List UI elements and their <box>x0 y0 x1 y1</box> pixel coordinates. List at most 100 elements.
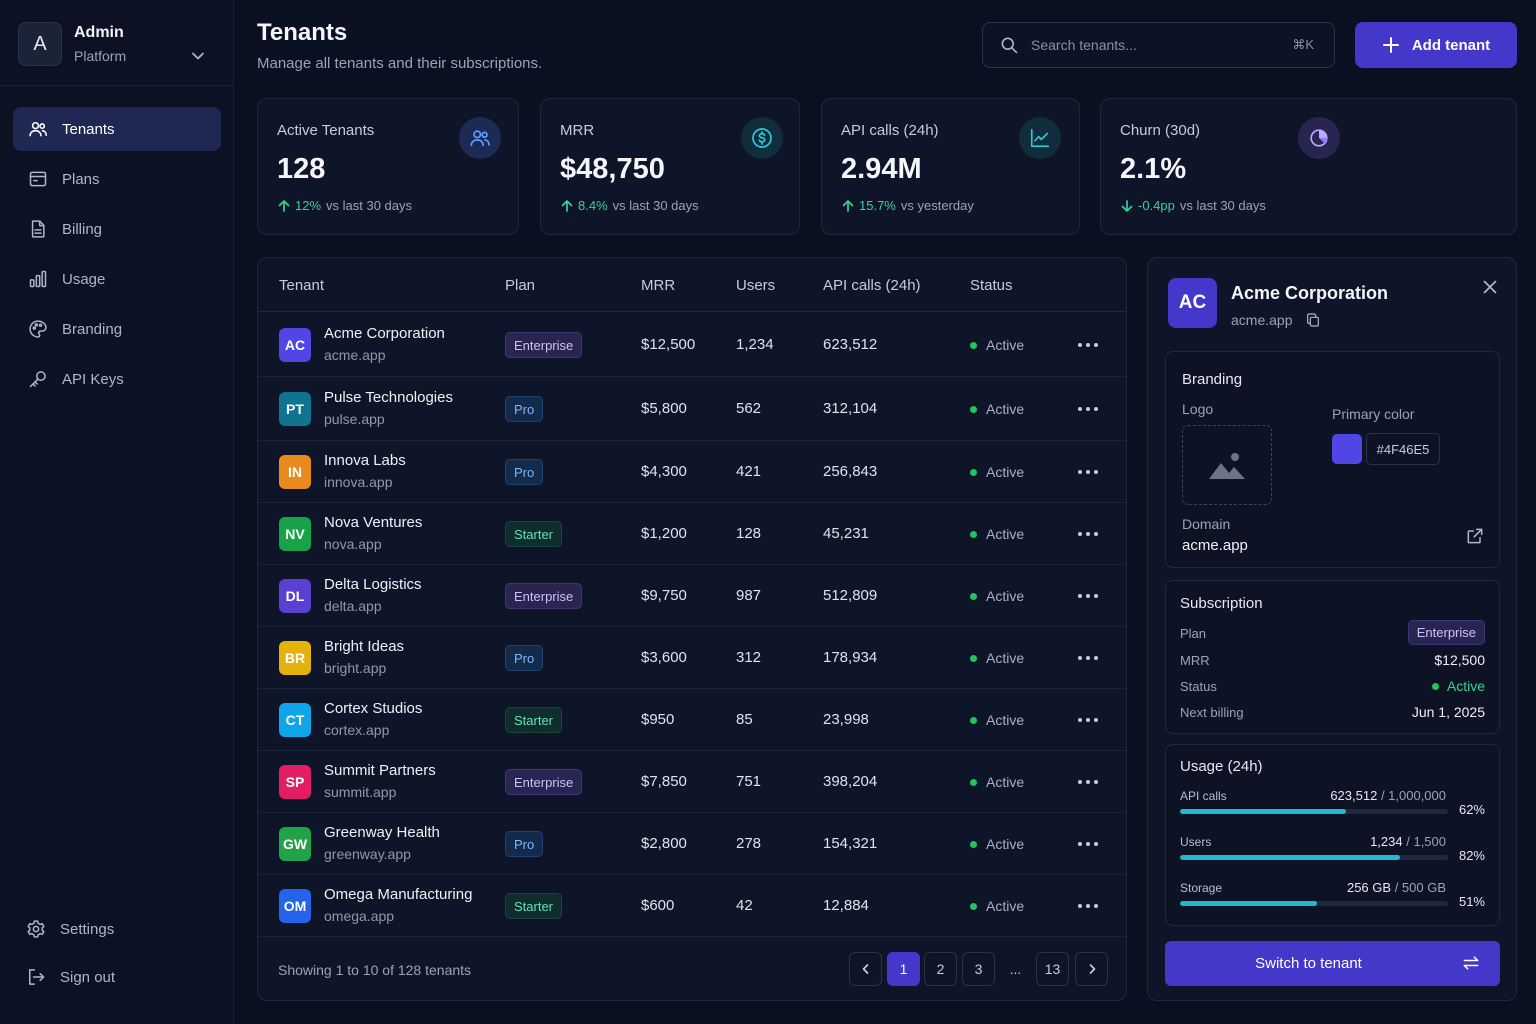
tenant-name[interactable]: Nova Ventures <box>324 514 423 531</box>
stat-value: 2.1% <box>1120 153 1187 185</box>
table-row[interactable]: SP Summit Partners summit.app Enterprise… <box>258 751 1126 813</box>
sidebar-item-billing[interactable]: Billing <box>13 207 221 251</box>
status-text: Active <box>986 898 1025 914</box>
page-button-2[interactable]: 2 <box>924 952 957 986</box>
section-title: Usage (24h) <box>1180 758 1263 775</box>
sidebar-item-branding[interactable]: Branding <box>13 307 221 351</box>
users-cell: 128 <box>736 525 762 542</box>
more-options-icon[interactable] <box>1076 650 1100 666</box>
primary-color-swatch[interactable] <box>1332 434 1362 464</box>
table-header: Tenant Plan MRR Users API calls (24h) St… <box>258 258 1126 312</box>
tenant-name[interactable]: Cortex Studios <box>324 700 423 717</box>
section-title: Branding <box>1182 371 1243 388</box>
tenant-domain: greenway.app <box>324 846 411 862</box>
api-calls-cell: 23,998 <box>823 711 869 728</box>
table-row[interactable]: IN Innova Labs innova.app Pro $4,300 421… <box>258 441 1126 503</box>
tenant-name[interactable]: Bright Ideas <box>324 638 405 655</box>
switch-to-tenant-button[interactable]: Switch to tenant <box>1165 941 1500 986</box>
mrr-cell: $7,850 <box>641 773 687 790</box>
more-options-icon[interactable] <box>1076 337 1100 353</box>
close-icon[interactable] <box>1481 278 1499 296</box>
more-options-icon[interactable] <box>1076 898 1100 914</box>
more-options-icon[interactable] <box>1076 588 1100 604</box>
add-tenant-button[interactable]: Add tenant <box>1355 22 1517 68</box>
plan-badge: Pro <box>505 459 544 485</box>
page-button-13[interactable]: 13 <box>1036 952 1069 986</box>
stat-delta-value: 12% <box>295 198 322 213</box>
external-link-icon[interactable] <box>1465 526 1485 546</box>
mrr-value: $12,500 <box>1434 652 1485 668</box>
workspace-switcher[interactable]: A Admin Platform <box>0 0 234 86</box>
plan-badge: Starter <box>505 893 563 919</box>
next-page-button[interactable] <box>1075 952 1108 986</box>
column-header-plan[interactable]: Plan <box>505 277 536 294</box>
users-cell: 278 <box>736 835 762 852</box>
search-box[interactable]: ⌘K <box>982 22 1335 68</box>
users-icon <box>459 117 501 159</box>
more-options-icon[interactable] <box>1076 836 1100 852</box>
column-header-tenant[interactable]: Tenant <box>279 277 325 294</box>
prev-page-button[interactable] <box>849 952 882 986</box>
table-row[interactable]: OM Omega Manufacturing omega.app Starter… <box>258 875 1126 937</box>
column-header-users[interactable]: Users <box>736 277 776 294</box>
page-button-1[interactable]: 1 <box>887 952 920 986</box>
pagination-summary: Showing 1 to 10 of 128 tenants <box>278 962 472 978</box>
mrr-cell: $950 <box>641 711 675 728</box>
sidebar-item-api-keys[interactable]: API Keys <box>13 357 221 401</box>
stat-comparison: vs last 30 days <box>1179 198 1266 213</box>
tenant-name[interactable]: Omega Manufacturing <box>324 886 473 903</box>
arrow-up-icon <box>841 199 855 213</box>
table-row[interactable]: BR Bright Ideas bright.app Pro $3,600 31… <box>258 627 1126 689</box>
tenant-name[interactable]: Pulse Technologies <box>324 389 453 406</box>
more-options-icon[interactable] <box>1076 526 1100 542</box>
domain-label: Domain <box>1182 516 1231 532</box>
search-icon <box>999 35 1019 55</box>
tenant-name[interactable]: Greenway Health <box>324 824 440 841</box>
more-options-icon[interactable] <box>1076 774 1100 790</box>
tenant-avatar: OM <box>279 889 311 923</box>
tenant-name: Acme Corporation <box>1231 283 1389 303</box>
usage-limit: / 1,000,000 <box>1380 788 1446 803</box>
chevron-down-icon[interactable] <box>188 46 208 66</box>
plan-label: Plan <box>1180 626 1207 641</box>
search-input[interactable] <box>1031 37 1271 53</box>
usage-label: Users <box>1180 835 1212 849</box>
tenant-avatar: DL <box>279 579 311 613</box>
plan-value: Enterprise <box>1407 620 1485 645</box>
column-header-mrr[interactable]: MRR <box>641 277 676 294</box>
column-header-status[interactable]: Status <box>970 277 1013 294</box>
tenant-name[interactable]: Acme Corporation <box>324 325 445 342</box>
tenant-name[interactable]: Summit Partners <box>324 762 436 779</box>
table-row[interactable]: AC Acme Corporation acme.app Enterprise … <box>258 312 1126 377</box>
sidebar-item-usage[interactable]: Usage <box>13 257 221 301</box>
mrr-cell: $1,200 <box>641 525 687 542</box>
more-options-icon[interactable] <box>1076 464 1100 480</box>
sidebar-item-tenants[interactable]: Tenants <box>13 107 221 151</box>
more-options-icon[interactable] <box>1076 401 1100 417</box>
table-row[interactable]: CT Cortex Studios cortex.app Starter $95… <box>258 689 1126 751</box>
sidebar-item-plans[interactable]: Plans <box>13 157 221 201</box>
tenant-name[interactable]: Innova Labs <box>324 452 406 469</box>
tenant-name[interactable]: Delta Logistics <box>324 576 422 593</box>
status-cell: Active <box>970 588 1024 604</box>
users-cell: 751 <box>736 773 762 790</box>
tenant-avatar: GW <box>279 827 311 861</box>
table-row[interactable]: PT Pulse Technologies pulse.app Pro $5,8… <box>258 377 1126 441</box>
table-row[interactable]: NV Nova Ventures nova.app Starter $1,200… <box>258 503 1126 565</box>
primary-color-hex[interactable]: #4F46E5 <box>1366 433 1440 465</box>
next-billing-label: Next billing <box>1180 705 1244 720</box>
sidebar-item-sign-out[interactable]: Sign out <box>13 955 221 999</box>
sidebar-item-settings[interactable]: Settings <box>13 907 221 951</box>
table-row[interactable]: GW Greenway Health greenway.app Pro $2,8… <box>258 813 1126 875</box>
tenant-domain: innova.app <box>324 474 393 490</box>
stat-delta-value: 15.7% <box>859 198 896 213</box>
table-row[interactable]: DL Delta Logistics delta.app Enterprise … <box>258 565 1126 627</box>
stat-delta: -0.4pp vs last 30 days <box>1120 198 1266 213</box>
page-button-3[interactable]: 3 <box>962 952 995 986</box>
api-calls-cell: 12,884 <box>823 897 869 914</box>
more-options-icon[interactable] <box>1076 712 1100 728</box>
column-header-api-calls[interactable]: API calls (24h) <box>823 277 921 294</box>
usage-bar-fill <box>1180 855 1400 860</box>
copy-icon[interactable] <box>1305 312 1321 328</box>
logo-upload[interactable] <box>1182 425 1272 505</box>
